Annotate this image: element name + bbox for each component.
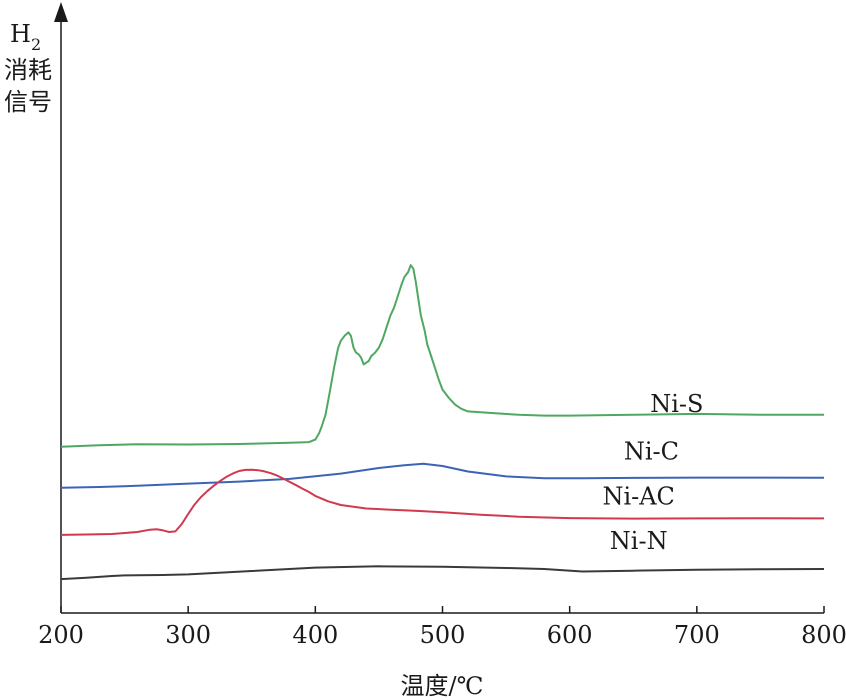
y-label-h: H — [10, 20, 31, 48]
y-label-line-1: 消耗 — [4, 56, 52, 84]
x-tick-label-600: 600 — [547, 621, 593, 649]
series-label-ni-c: Ni-C — [624, 437, 679, 465]
series-group: Ni-S Ni-C Ni-AC Ni-N — [60, 264, 825, 581]
x-tick-label-800: 800 — [801, 621, 846, 649]
x-tick-label-700: 700 — [674, 621, 720, 649]
x-tick-label-200: 200 — [38, 621, 84, 649]
x-axis-title: 温度/℃ — [401, 672, 484, 700]
y-label-h2: H2 — [10, 20, 41, 54]
series-label-ni-ac: Ni-AC — [602, 483, 674, 511]
x-ticks: 200 300 400 500 600 700 800 — [38, 606, 846, 649]
series-label-ni-n: Ni-N — [610, 527, 668, 555]
y-label-subscript: 2 — [31, 35, 41, 54]
series-line-ni-ac — [60, 468, 825, 536]
series-line-ni-n — [60, 565, 825, 581]
series-line-ni-c — [60, 462, 825, 489]
series-line-ni-s — [60, 264, 824, 448]
y-label-line-2: 信号 — [4, 88, 52, 116]
series-label-ni-s: Ni-S — [650, 390, 703, 418]
x-tick-label-500: 500 — [420, 621, 466, 649]
x-tick-label-400: 400 — [292, 621, 338, 649]
x-tick-label-300: 300 — [165, 621, 211, 649]
y-axis-arrow — [54, 2, 68, 22]
